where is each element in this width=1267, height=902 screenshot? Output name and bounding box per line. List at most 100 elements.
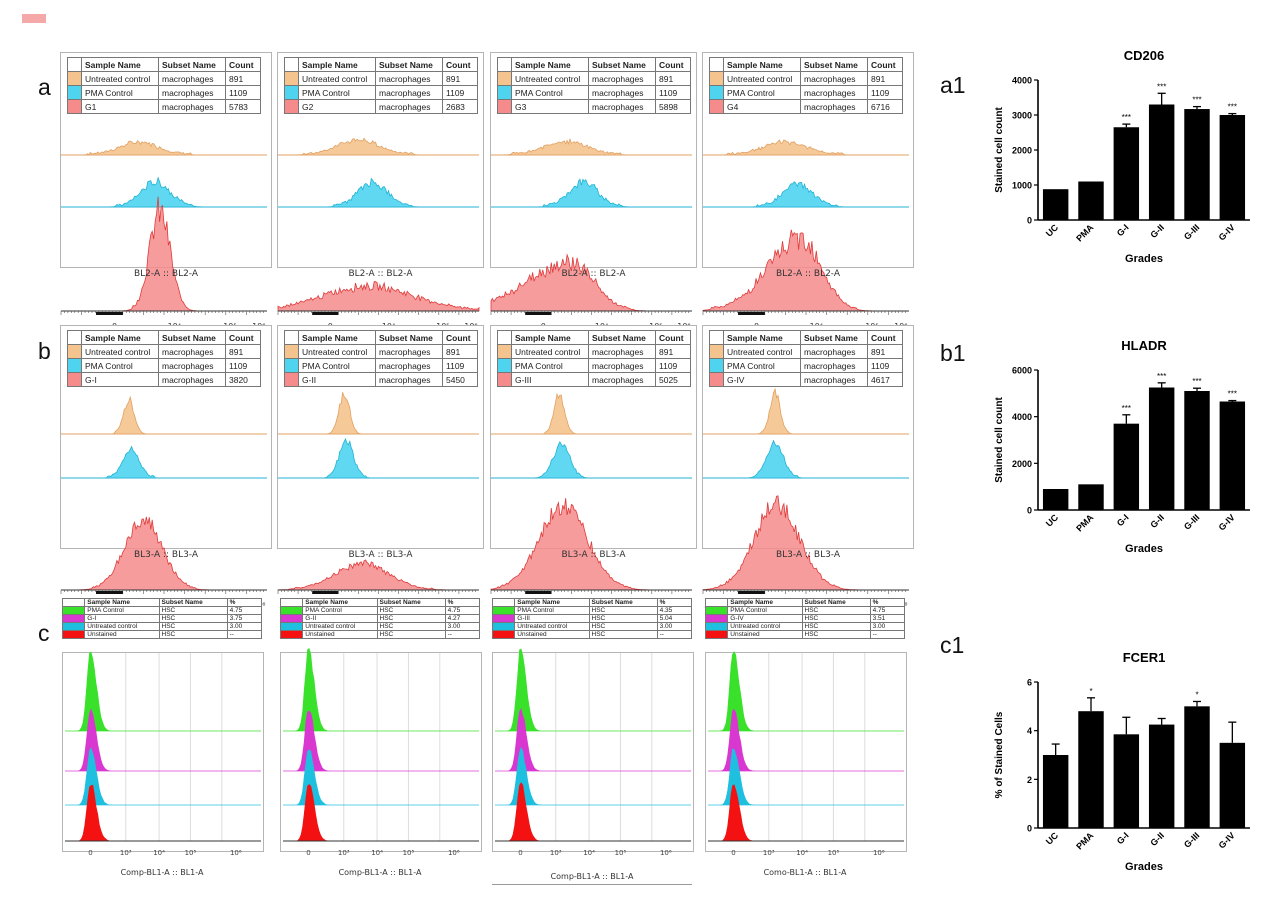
x-axis-label: BL2-A :: BL2-A — [775, 269, 841, 279]
legend-swatch-header — [284, 57, 299, 72]
bar-g-ii — [1148, 724, 1175, 828]
legend-cell: HSC — [801, 630, 871, 639]
legend-swatch-header — [491, 598, 516, 607]
x-axis-label: BL2-A :: BL2-A — [348, 269, 413, 279]
histogram-curve — [491, 137, 692, 156]
tick-label: 10³ — [120, 849, 132, 857]
legend-header-1: Subset Name — [588, 330, 656, 345]
bar-pma — [1078, 181, 1104, 220]
x-axis-label: Comp-BL1-A :: BL1-A — [120, 868, 204, 877]
legend-header-0: Sample Name — [81, 330, 159, 345]
row-c-panel-2: 0 10³ 10⁴ 10⁵ 10⁶ — [280, 647, 482, 857]
legend-cell: 6716 — [867, 99, 903, 114]
legend-cell: Untreated control — [81, 71, 159, 86]
x-axis-label: BL3-A :: BL3-A — [775, 550, 841, 560]
legend-swatch — [284, 85, 299, 100]
legend-cell: G-III — [511, 372, 589, 387]
bar-chart-cd206: CD206 0 1000 2000 3000 4000 UC PMA *** G-I *** G-II… — [994, 48, 1250, 265]
lane-peak — [495, 746, 691, 806]
row-c-legend-panel-2: Sample Name Subset Name% PMA Control HSC 4.7… — [279, 598, 481, 646]
legend-header-2: Count — [655, 57, 691, 72]
legend-cell: HSC — [801, 622, 871, 631]
histogram-curve — [491, 178, 692, 208]
legend-swatch — [284, 372, 299, 387]
row-c-legend-3: Sample Name Subset Name% PMA Control HSC 4.3… — [491, 598, 693, 639]
legend-header-0: Sample Name — [302, 598, 378, 607]
row-c-legend-panel-3: Sample Name Subset Name% PMA Control HSC 4.3… — [491, 598, 693, 646]
lane-peak — [283, 749, 479, 806]
legend-header-0: Sample Name — [514, 598, 590, 607]
axis-density-mark — [738, 312, 765, 315]
legend-cell: 4.75 — [444, 606, 481, 615]
chart-title: CD206 — [1124, 48, 1164, 63]
legend-cell: Untreated control — [298, 344, 376, 359]
x-tick-label: PMA — [1074, 830, 1096, 852]
y-tick-label: 6 — [1027, 678, 1032, 688]
legend-cell: HSC — [376, 630, 446, 639]
legend-cell: PMA Control — [511, 358, 589, 373]
legend-swatch — [279, 614, 304, 623]
legend-cell: HSC — [588, 606, 658, 615]
legend-cell: 1109 — [655, 358, 691, 373]
legend-swatch-header — [67, 330, 82, 345]
legend-cell: macrophages — [375, 71, 443, 86]
lane-peak — [65, 708, 261, 772]
legend-cell: macrophages — [375, 344, 443, 359]
legend-swatch — [284, 99, 299, 114]
significance-label: *** — [1122, 404, 1131, 413]
histogram-curve — [278, 137, 479, 156]
row-c-legend-4: Sample Name Subset Name% PMA Control HSC 4.7… — [704, 598, 906, 639]
legend-cell: macrophages — [588, 372, 656, 387]
legend-cell: 5783 — [225, 99, 261, 114]
legend-cell: PMA Control — [302, 606, 378, 615]
histogram-curve — [61, 196, 267, 312]
lane-peak — [283, 710, 479, 772]
x-axis-title: Grades — [1125, 861, 1163, 873]
legend-header-1: Subset Name — [800, 57, 868, 72]
legend-cell: G2 — [298, 99, 376, 114]
legend-swatch-header — [704, 598, 729, 607]
axis-density-mark — [525, 591, 552, 594]
legend-cell: 1109 — [442, 358, 478, 373]
histogram-plot: -10⁴010⁴10⁵10⁶ — [702, 387, 909, 610]
tick-label: 10⁵ — [185, 849, 197, 857]
histogram-curve — [278, 392, 479, 435]
legend-cell: 5.04 — [656, 614, 693, 623]
x-tick-label: G-IV — [1217, 222, 1237, 242]
legend-cell: 3.00 — [656, 622, 693, 631]
row_a-panel-2: Sample Name Subset Name Count Untreated con… — [277, 52, 484, 331]
legend-cell: HSC — [588, 614, 658, 623]
histogram-plot: -10⁴010⁴10⁵10⁶ — [60, 395, 267, 610]
legend-header-2: Count — [225, 330, 261, 345]
legend-cell: 4.27 — [444, 614, 481, 623]
lane-peak — [283, 647, 479, 732]
row-c-legend-2: Sample Name Subset Name% PMA Control HSC 4.7… — [279, 598, 481, 639]
legend-header-2: Count — [442, 57, 478, 72]
legend-header-1: Subset Name — [158, 330, 226, 345]
legend-cell: 1109 — [442, 85, 478, 100]
legend-cell: 1109 — [655, 85, 691, 100]
row_a-panel-1: Sample Name Subset Name Count Untreated con… — [60, 52, 272, 331]
legend-cell: PMA Control — [298, 358, 376, 373]
x-tick-label: G-III — [1182, 512, 1201, 531]
legend-cell: G-I — [84, 614, 160, 623]
bar-uc — [1042, 189, 1069, 220]
legend-cell: PMA Control — [723, 358, 801, 373]
bar-g-i — [1113, 423, 1140, 510]
lane-peak — [65, 651, 261, 732]
legend-cell: macrophages — [588, 85, 656, 100]
legend-cell: macrophages — [158, 372, 226, 387]
legend-swatch — [491, 606, 516, 615]
legend-cell: Untreated control — [511, 71, 589, 86]
stacked-histogram: 0 10³ 10⁴ 10⁵ 10⁶ — [65, 651, 261, 857]
y-axis-title: Stained cell count — [994, 107, 1005, 193]
legend-swatch — [279, 622, 304, 631]
legend-cell: Untreated control — [84, 622, 160, 631]
legend-cell: PMA Control — [81, 358, 159, 373]
legend-cell: -- — [444, 630, 481, 639]
legend-cell: 891 — [442, 344, 478, 359]
legend-header-1: Subset Name — [158, 57, 226, 72]
legend-swatch-header — [709, 57, 724, 72]
legend-cell: HSC — [588, 622, 658, 631]
legend-cell: Untreated control — [723, 71, 801, 86]
